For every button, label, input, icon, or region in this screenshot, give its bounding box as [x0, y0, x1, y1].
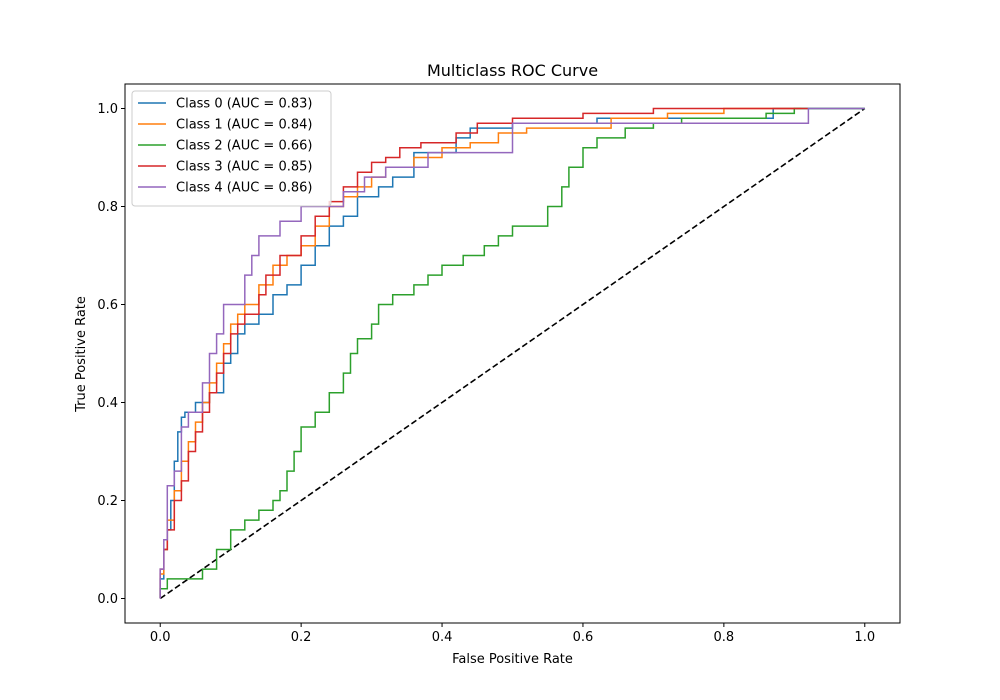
y-tick-label: 1.0: [97, 102, 118, 117]
x-tick-label: 0.4: [432, 630, 453, 645]
legend: Class 0 (AUC = 0.83) Class 1 (AUC = 0.84)…: [131, 90, 332, 207]
x-tick-label: 0.8: [714, 630, 735, 645]
y-tick-label: 0.8: [97, 200, 118, 215]
y-tick-label: 0.2: [97, 494, 118, 509]
axes-frame: [124, 83, 901, 624]
legend-label-class-1: Class 1 (AUC = 0.84): [176, 118, 312, 133]
legend-label-class-0: Class 0 (AUC = 0.83): [176, 97, 312, 112]
y-tick-label: 0.0: [97, 592, 118, 607]
roc-curve-class-1: [159, 107, 802, 599]
y-axis-label: True Positive Rate: [74, 296, 89, 413]
legend-box: [131, 90, 332, 207]
x-tick-label: 1.0: [854, 630, 875, 645]
legend-label-class-4: Class 4 (AUC = 0.86): [176, 181, 312, 196]
legend-label-class-2: Class 2 (AUC = 0.66): [176, 139, 312, 154]
roc-curve-class-4: [159, 107, 865, 599]
x-tick-label: 0.6: [573, 630, 594, 645]
x-tick-label: 0.0: [150, 630, 171, 645]
legend-label-class-3: Class 3 (AUC = 0.85): [176, 160, 312, 175]
roc-curve-class-2: [159, 107, 865, 599]
x-axis-label: False Positive Rate: [452, 652, 573, 667]
x-tick-label: 0.2: [291, 630, 312, 645]
y-tick-label: 0.4: [97, 396, 118, 411]
plot-area: 0.0 0.2 0.4 0.6 0.8 1.0 0.0 0.2 0.4 0.6 0.8 1.0: [97, 83, 901, 645]
y-tick-label: 0.6: [97, 298, 118, 313]
roc-curve-class-3: [159, 107, 809, 599]
reference-diagonal-line: [159, 107, 866, 600]
chart-title: Multiclass ROC Curve: [427, 61, 598, 80]
